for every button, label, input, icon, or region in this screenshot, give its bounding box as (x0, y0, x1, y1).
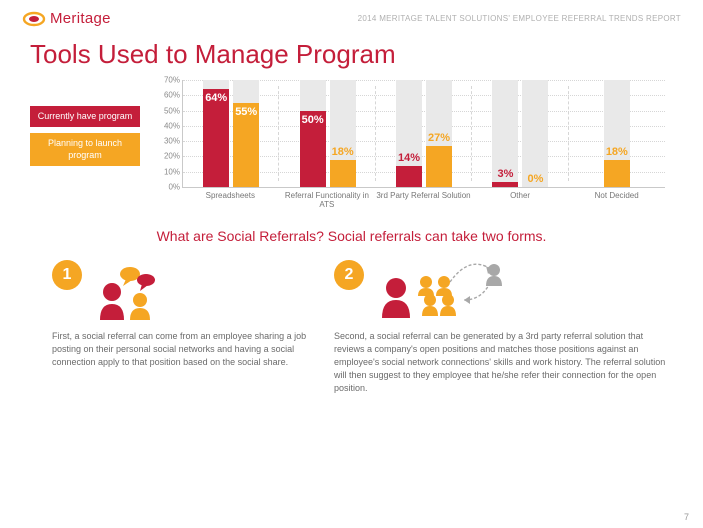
x-axis-label: Spreadsheets (182, 188, 279, 210)
bar-value-label: 27% (428, 132, 450, 144)
y-axis-tick: 70% (164, 76, 183, 85)
subheading: What are Social Referrals? Social referr… (0, 210, 703, 254)
infographic-item-2: 2 (334, 254, 675, 395)
bar-value-label: 50% (302, 114, 324, 126)
chart-category: 14% 27% (376, 80, 472, 187)
bar-value-label: 18% (332, 146, 354, 158)
chart-section: Currently have program Planning to launc… (0, 80, 703, 210)
chart-bar: 27% (426, 80, 452, 187)
infographic-text-1: First, a social referral can come from a… (52, 320, 312, 369)
bar-value-label: 0% (527, 173, 543, 185)
chart-bar: 0% (522, 80, 548, 187)
report-title: 2014 MERITAGE TALENT SOLUTIONS' EMPLOYEE… (358, 14, 681, 23)
y-axis-tick: 60% (164, 91, 183, 100)
number-badge-2: 2 (334, 260, 364, 290)
number-badge-1: 1 (52, 260, 82, 290)
x-axis-label: Not Decided (568, 188, 665, 210)
bar-value-label: 14% (398, 152, 420, 164)
chart-legend: Currently have program Planning to launc… (30, 106, 140, 210)
x-axis-label: Referral Functionality in ATS (279, 188, 376, 210)
chart-category: 64% 55% (183, 80, 279, 187)
bar-value-label: 64% (205, 92, 227, 104)
people-share-icon (92, 260, 172, 320)
bar-chart: 0%10%20%30%40%50%60%70%64%55%50%18%14%27… (154, 80, 673, 210)
people-network-icon (374, 256, 514, 320)
legend-planning: Planning to launch program (30, 133, 140, 166)
chart-bar: 14% (396, 80, 422, 187)
chart-bar: 50% (300, 80, 326, 187)
page-number: 7 (684, 512, 689, 522)
chart-bar: 55% (233, 80, 259, 187)
infographic-row: 1 First, a social referral can come fr (0, 254, 703, 395)
y-axis-tick: 10% (164, 167, 183, 176)
chart-category: 18% (569, 80, 665, 187)
legend-current: Currently have program (30, 106, 140, 127)
bar-value-label: 3% (497, 168, 513, 180)
chart-category: 50% 18% (279, 80, 375, 187)
page-header: Meritage 2014 MERITAGE TALENT SOLUTIONS'… (0, 0, 703, 31)
y-axis-tick: 30% (164, 137, 183, 146)
brand-logo: Meritage (22, 10, 111, 27)
logo-mark-icon (22, 11, 46, 27)
y-axis-tick: 0% (168, 183, 183, 192)
x-axis-label: 3rd Party Referral Solution (375, 188, 472, 210)
infographic-item-1: 1 First, a social referral can come fr (52, 254, 312, 395)
bar-value-label: 18% (606, 146, 628, 158)
brand-name: Meritage (50, 10, 111, 27)
page-title: Tools Used to Manage Program (0, 31, 703, 80)
infographic-text-2: Second, a social referral can be generat… (334, 320, 675, 395)
chart-bar: 18% (330, 80, 356, 187)
chart-bar: 18% (604, 80, 630, 187)
y-axis-tick: 20% (164, 152, 183, 161)
y-axis-tick: 40% (164, 121, 183, 130)
y-axis-tick: 50% (164, 106, 183, 115)
chart-bar: 64% (203, 80, 229, 187)
bar-value-label: 55% (235, 106, 257, 118)
chart-bar: 3% (492, 80, 518, 187)
chart-category: 3% 0% (472, 80, 568, 187)
x-axis-label: Other (472, 188, 569, 210)
